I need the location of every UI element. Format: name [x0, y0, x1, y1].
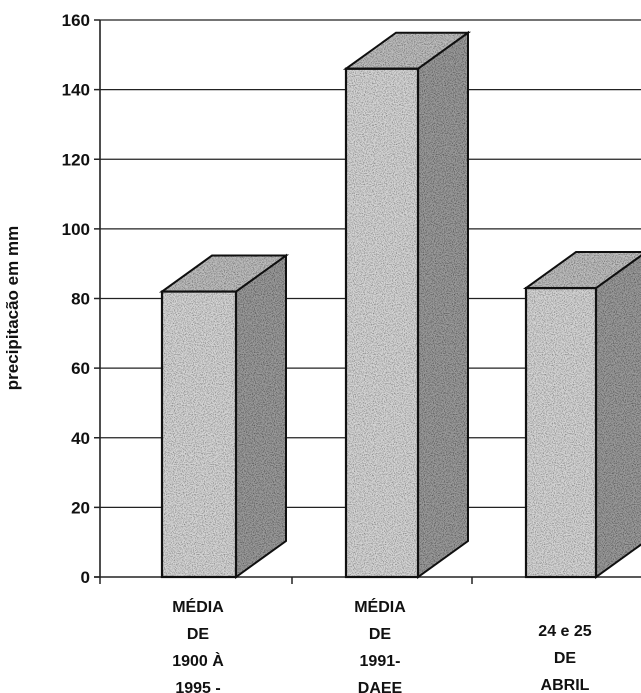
x-category-label: 1991- — [360, 653, 401, 670]
bar — [158, 253, 290, 579]
y-tick-label: 100 — [62, 220, 90, 239]
bar-side-texture — [596, 255, 641, 577]
y-tick-label: 140 — [62, 81, 90, 100]
bar-top-texture — [346, 32, 468, 69]
y-tick-label: 160 — [62, 11, 90, 30]
y-tick-label: 40 — [71, 429, 90, 448]
y-tick-label: 120 — [62, 150, 90, 169]
bar-front-texture — [526, 288, 596, 577]
bar-front-texture — [346, 68, 418, 578]
x-category-label: MÉDIA — [172, 597, 224, 616]
x-category-label: DE — [554, 650, 577, 667]
x-category-label: MÉDIA — [354, 597, 406, 616]
labels: 0 20 40 60 80 100 120 140 160 MÉDIA DE 1900 À 1995 -… — [62, 11, 592, 693]
y-tick-label: 80 — [71, 290, 90, 309]
x-category-label: DAEE — [358, 680, 403, 693]
y-tick-label: 0 — [81, 568, 90, 587]
bar — [522, 251, 641, 579]
bar-side-texture — [418, 32, 468, 578]
bar-top-texture — [162, 255, 286, 292]
bar-front-outline — [524, 286, 598, 579]
bar — [342, 30, 472, 579]
bar-front-texture — [162, 291, 236, 577]
bar-top-texture — [526, 252, 641, 289]
x-category-label: 24 e 25 — [538, 623, 591, 640]
bar-side-texture — [236, 255, 286, 577]
y-tick-label: 60 — [71, 359, 90, 378]
x-category-label: DE — [369, 626, 392, 643]
x-category-label: 1900 À — [172, 651, 224, 670]
x-category-label: DE — [187, 626, 210, 643]
bars — [158, 30, 641, 579]
x-category-label: ABRIL — [541, 677, 590, 693]
y-axis-label: precipitacão em mm — [3, 226, 22, 390]
bar-front-outline — [160, 290, 238, 579]
bar-front-outline — [344, 67, 420, 579]
y-tick-label: 20 — [71, 498, 90, 517]
x-category-label: 1995 - — [175, 680, 220, 693]
